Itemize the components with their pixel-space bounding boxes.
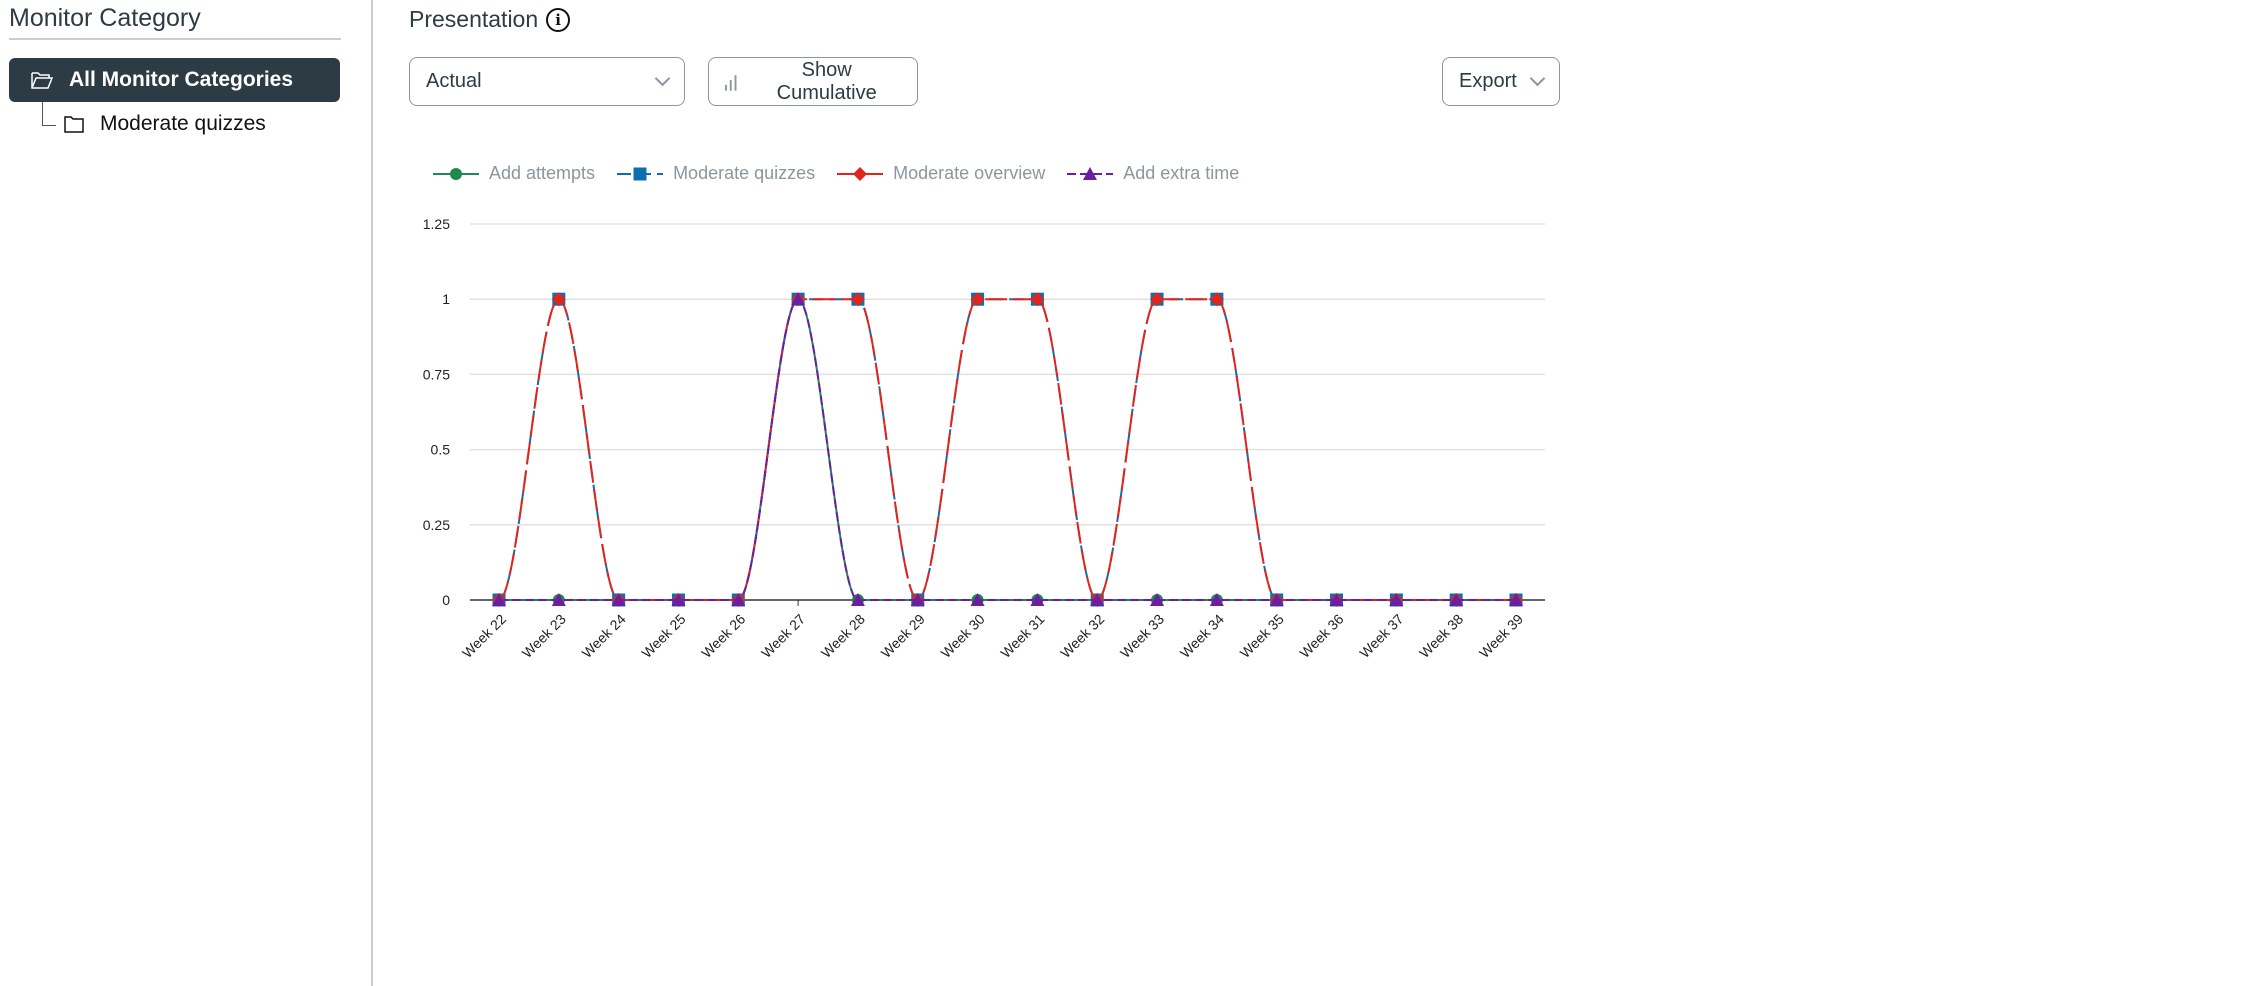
- chevron-down-icon: [654, 70, 671, 87]
- folder-open-icon: [31, 72, 53, 89]
- tree-line: [42, 102, 43, 126]
- show-cumulative-button[interactable]: Show Cumulative: [708, 57, 918, 106]
- category-label: Moderate quizzes: [100, 112, 266, 135]
- category-moderate-quizzes[interactable]: Moderate quizzes: [64, 112, 266, 136]
- legend-marker: [450, 167, 462, 180]
- diamond-marker-icon: [837, 166, 884, 181]
- bar-chart-icon: [725, 74, 737, 91]
- main-panel: Presentation i Actual Show Cumulative Ex…: [375, 0, 2268, 986]
- button-label: Show Cumulative: [776, 58, 877, 104]
- legend-label: Add extra time: [1123, 163, 1240, 183]
- legend-marker: [853, 166, 868, 181]
- legend-marker: [1083, 166, 1098, 180]
- circle-marker-icon: [433, 167, 479, 180]
- legend-label: Moderate overview: [893, 163, 1046, 183]
- export-button[interactable]: Export: [1442, 57, 1560, 106]
- legend-label: Add attempts: [489, 163, 596, 183]
- monitor-category-sidebar: Monitor Category All Monitor Categories …: [0, 0, 373, 986]
- tree-line: [42, 125, 56, 126]
- info-icon[interactable]: i: [546, 7, 571, 32]
- page-title: Presentation: [409, 6, 539, 32]
- chart-legend: Add attempts Moderate quizzes Moderate ove…: [433, 163, 1239, 184]
- presentation-select[interactable]: Actual: [409, 57, 685, 106]
- square-marker-icon: [617, 167, 664, 180]
- presentation-heading: Presentation i: [409, 6, 571, 33]
- legend-item[interactable]: Add attempts: [433, 163, 595, 184]
- folder-icon: [64, 115, 84, 133]
- legend-marker: [633, 167, 647, 180]
- select-value: Actual: [426, 70, 482, 92]
- category-all-monitor-categories[interactable]: All Monitor Categories: [9, 58, 340, 102]
- legend-item[interactable]: Moderate quizzes: [617, 163, 815, 184]
- button-label: Export: [1459, 70, 1517, 92]
- sidebar-title: Monitor Category: [9, 4, 201, 32]
- chevron-down-icon: [1529, 70, 1546, 87]
- legend-item[interactable]: Add extra time: [1067, 163, 1239, 184]
- triangle-marker-icon: [1067, 166, 1114, 180]
- category-label: All Monitor Categories: [69, 68, 294, 91]
- legend-label: Moderate quizzes: [673, 163, 816, 183]
- legend-item[interactable]: Moderate overview: [837, 163, 1045, 184]
- divider: [9, 38, 341, 40]
